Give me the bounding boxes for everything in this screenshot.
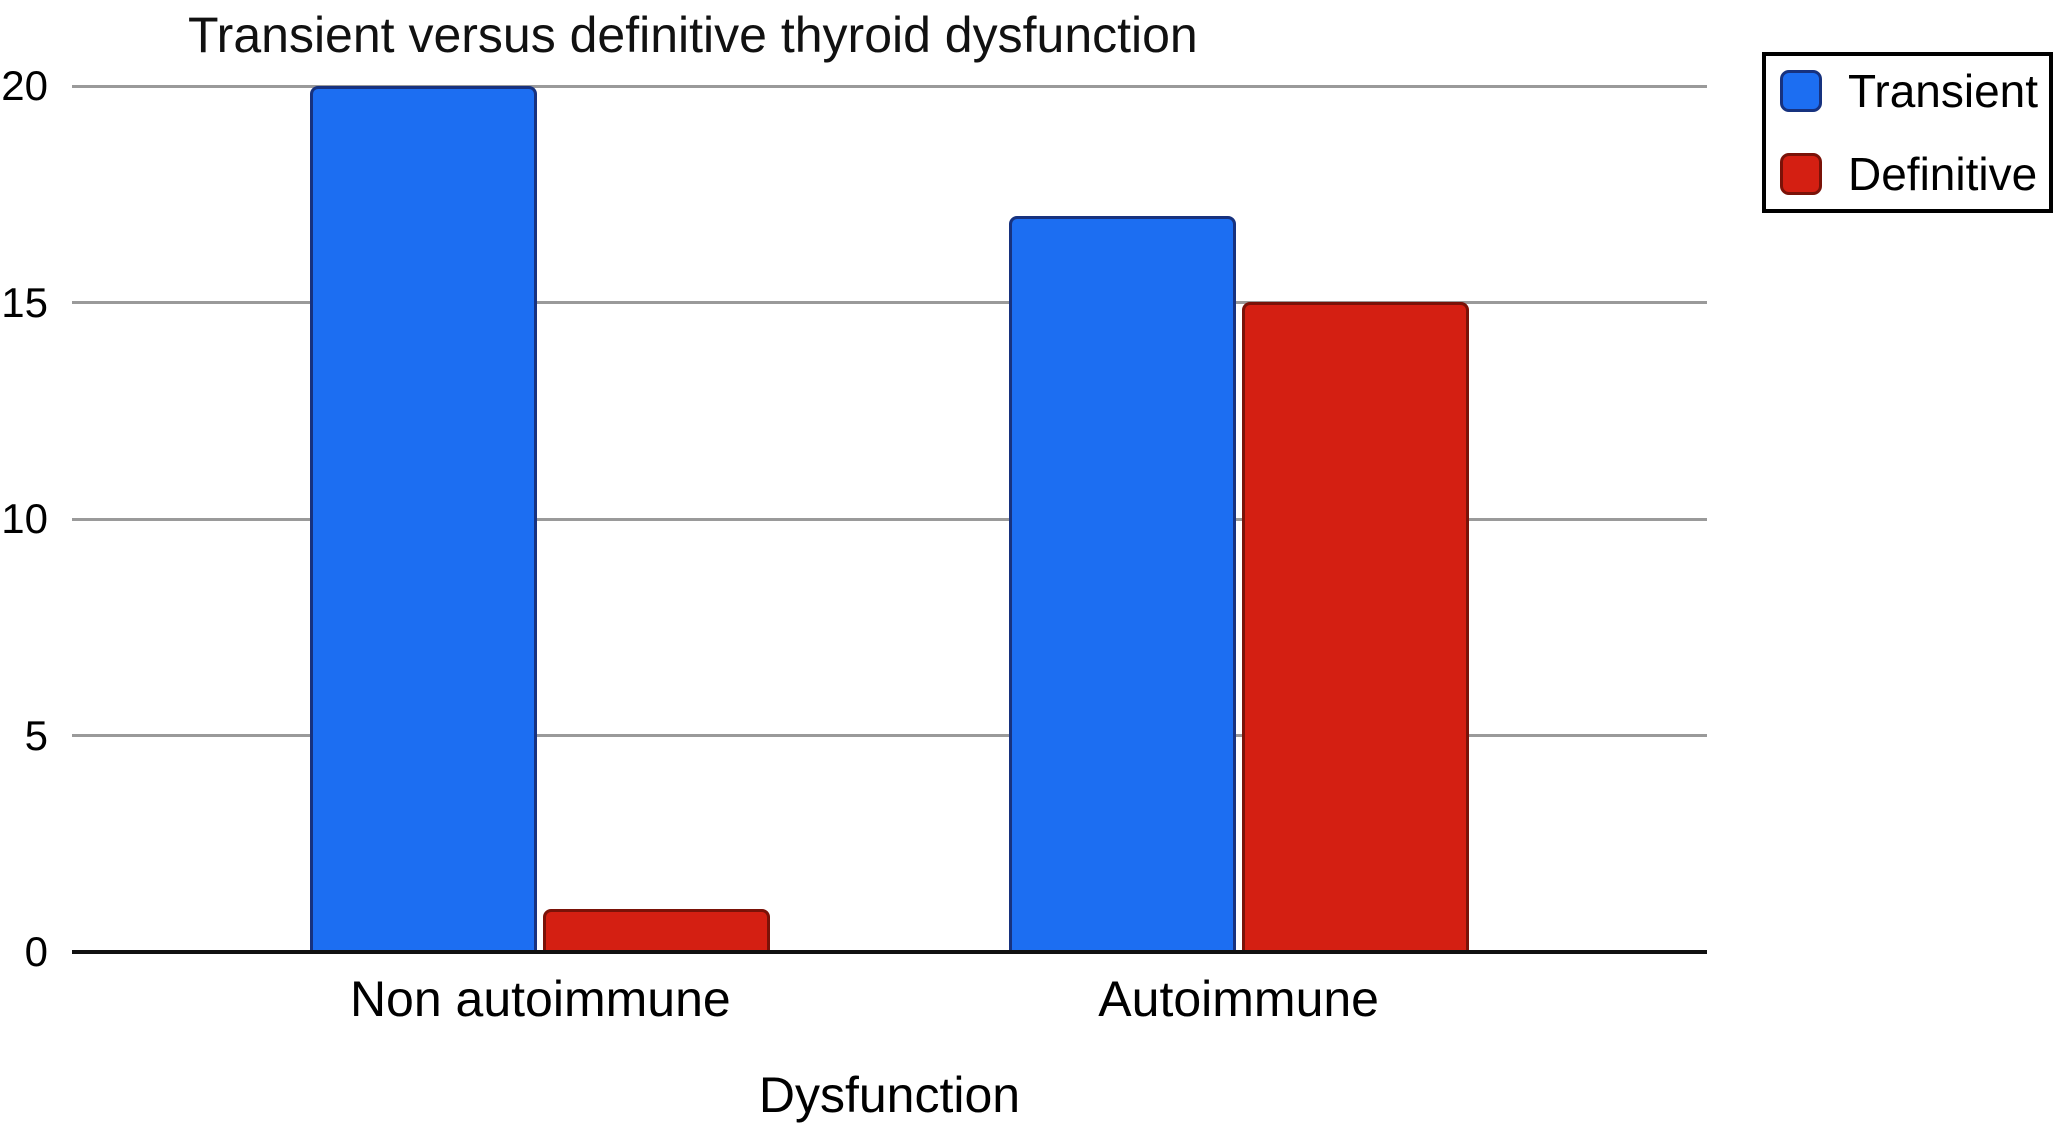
y-tick-label-10: 10 [1,495,48,542]
legend-label-transient: Transient [1848,65,2039,117]
y-tick-label-15: 15 [1,278,48,326]
bar-group-autoimmune [1008,86,1469,952]
bar-group-non-autoimmune [310,86,771,952]
y-tick-label-0: 0 [24,928,48,975]
y-tick-label-20: 20 [1,62,48,109]
x-axis-title: Dysfunction [758,1067,1021,1123]
chart-title: Transient versus definitive thyroid dysf… [188,7,1198,63]
legend-item-definitive: Definitive [1780,148,2038,200]
x-axis-category-labels: Non autoimmune Autoimmune [72,972,1707,1027]
plot-area [72,84,1707,954]
x-axis-line [72,950,1707,954]
category-label-autoimmune: Autoimmune [1098,971,1379,1027]
legend-swatch-transient-icon [1780,70,1822,112]
gridline-y-5 [72,734,1707,737]
bars-container [72,86,1707,952]
legend: Transient Definitive [1762,52,2053,213]
category-label-non-autoimmune: Non autoimmune [349,971,731,1027]
gridline-y-20 [72,84,1707,88]
legend-item-transient: Transient [1780,65,2039,117]
gridline-y-15 [72,301,1707,304]
bar-definitive-autoimmune [1241,302,1469,952]
legend-label-definitive: Definitive [1848,148,2038,200]
bar-definitive-non-autoimmune [543,909,771,952]
bar-transient-autoimmune [1008,216,1236,952]
y-tick-label-5: 5 [24,711,48,759]
gridline-y-10 [72,517,1707,521]
bar-transient-non-autoimmune [310,86,538,952]
legend-swatch-definitive-icon [1780,153,1822,195]
